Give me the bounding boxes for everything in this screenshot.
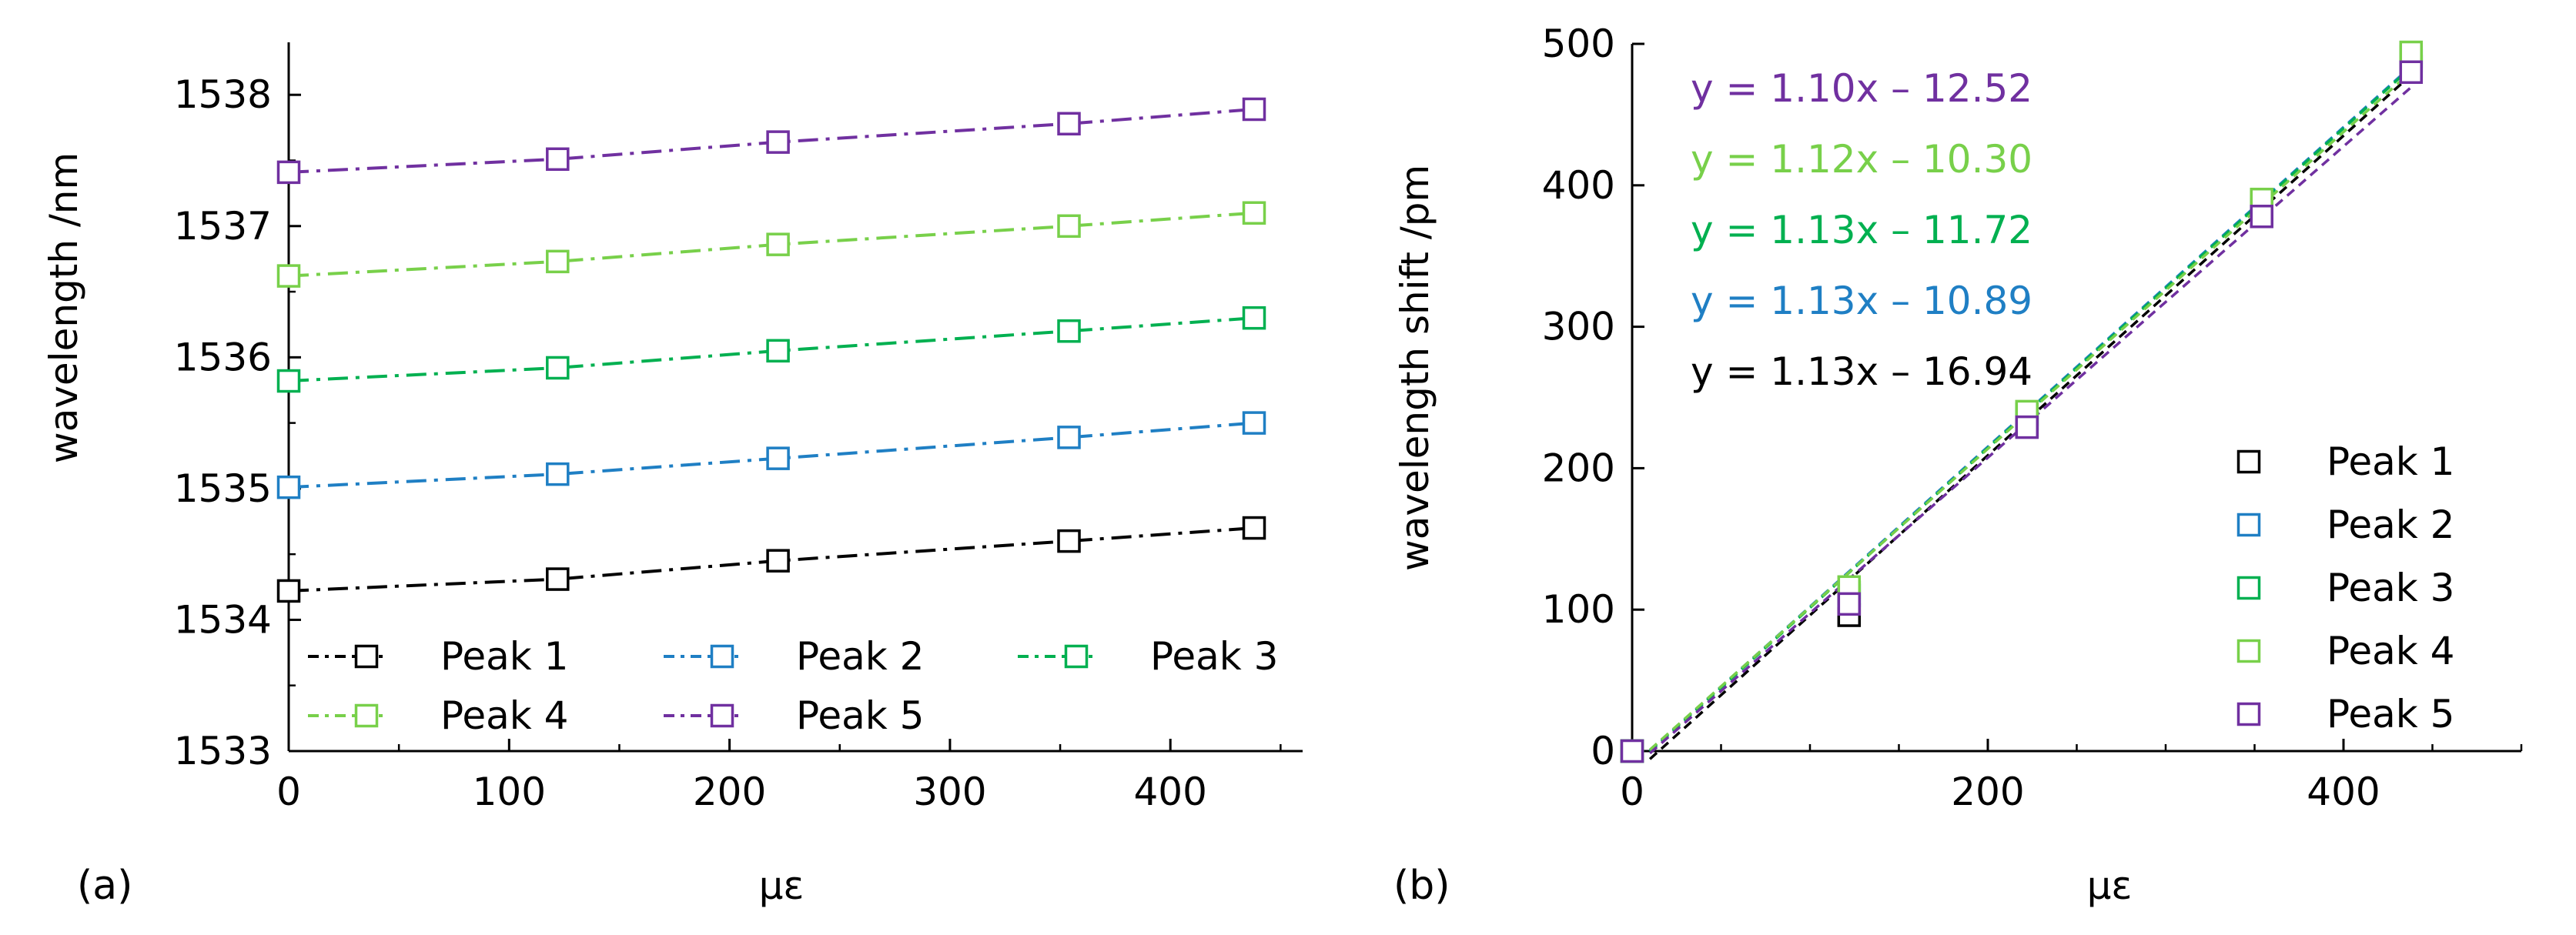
panel-b-legend-label-peak-1: Peak 1 — [2327, 439, 2454, 484]
panel-a-y-tick-label: 1536 — [174, 335, 272, 379]
panel-b-y-tick-label: 400 — [1542, 163, 1615, 208]
panel-a-x-tick-label: 0 — [276, 770, 301, 814]
panel-b-data-point-peak-5 — [2250, 204, 2273, 229]
panel-b-fit-equation-peak-3: y = 1.13x – 11.72 — [1691, 208, 2032, 252]
panel-a-data-point-peak-2 — [1242, 411, 1266, 435]
panel-a-x-tick-label: 400 — [1133, 770, 1206, 814]
panel-b-legend-label-peak-2: Peak 2 — [2327, 503, 2454, 547]
panel-a-y-tick-label: 1535 — [174, 466, 272, 511]
panel-a-legend-label-peak-3: Peak 3 — [1150, 634, 1278, 679]
panel-b-legend-label-peak-3: Peak 3 — [2327, 566, 2454, 610]
panel-b-legend-marker-peak-5 — [2236, 702, 2261, 726]
panel-a-wavelength-chart: 1533 1534 1535 1536 1537 1538 0 100 200 300 400 Pea… — [42, 42, 1303, 909]
panel-a-data-point-peak-1 — [276, 579, 301, 603]
panel-a-x-tick-label: 100 — [473, 770, 546, 814]
panel-a-plot-area: 1533 1534 1535 1536 1537 1538 0 100 200 300 400 Pea… — [174, 42, 1303, 814]
panel-b-y-tick-label: 500 — [1542, 22, 1615, 66]
panel-b-data-point-peak-5 — [1620, 739, 1644, 763]
panel-b-legend-marker-peak-3 — [2236, 576, 2261, 600]
panel-a-data-point-peak-4 — [1057, 214, 1081, 239]
panel-b-fit-equation-peak-4: y = 1.12x – 10.30 — [1691, 137, 2032, 182]
panel-a-x-tick-label: 300 — [913, 770, 986, 814]
panel-a-x-axis-label: με — [759, 863, 805, 908]
panel-a-y-tick-label: 1533 — [174, 729, 272, 773]
panel-a-legend-marker-peak-5 — [710, 703, 734, 728]
panel-b-x-tick-label: 200 — [1951, 770, 2024, 814]
panel-a-data-point-peak-1 — [546, 567, 570, 591]
panel-b-fit-equation-peak-5: y = 1.10x – 12.52 — [1691, 66, 2032, 111]
panel-b-shift-chart: 0 100 200 300 400 500 0 200 400 y = 1.10x – 12.52… — [1393, 22, 2523, 909]
panel-a-data-point-peak-3 — [766, 339, 790, 363]
panel-a-legend-marker-peak-2 — [710, 644, 734, 669]
panel-b-data-point-peak-5 — [2015, 415, 2039, 439]
panel-b-legend-label-peak-4: Peak 4 — [2327, 629, 2454, 673]
panel-a-data-point-peak-3 — [1242, 306, 1266, 330]
panel-b-data-point-peak-4 — [2399, 40, 2424, 65]
panel-a-data-point-peak-2 — [766, 446, 790, 470]
panel-a-data-point-peak-5 — [1057, 112, 1081, 135]
panel-a-data-point-peak-5 — [546, 147, 570, 172]
panel-a-y-tick-label: 1537 — [174, 204, 272, 249]
panel-b-legend-marker-peak-2 — [2236, 513, 2261, 537]
panel-b-legend-marker-peak-1 — [2236, 449, 2261, 474]
panel-b-data-point-peak-5 — [1837, 592, 1862, 616]
panel-a-legend-label-peak-2: Peak 2 — [796, 634, 924, 679]
panel-a-y-tick-label: 1538 — [174, 72, 272, 117]
panel-a-data-point-peak-1 — [1242, 516, 1266, 540]
panel-a-legend-marker-peak-1 — [354, 644, 379, 669]
panel-a-data-point-peak-4 — [276, 264, 301, 288]
panel-b-legend-label-peak-5: Peak 5 — [2327, 692, 2454, 736]
panel-a-data-point-peak-4 — [546, 249, 570, 274]
panel-a-legend-marker-peak-4 — [354, 703, 379, 728]
panel-a-data-point-peak-1 — [1057, 529, 1081, 553]
panel-b-legend-marker-peak-4 — [2236, 639, 2261, 663]
panel-a-label: (a) — [77, 863, 132, 909]
panel-b-data-point-peak-5 — [2399, 60, 2424, 85]
panel-a-legend-label-peak-1: Peak 1 — [440, 634, 568, 679]
panel-a-data-point-peak-4 — [766, 232, 790, 256]
panel-a-data-point-peak-5 — [1242, 97, 1266, 122]
panel-a-legend-label-peak-5: Peak 5 — [796, 693, 924, 738]
panel-b-y-tick-label: 100 — [1542, 587, 1615, 632]
panel-b-label: (b) — [1393, 863, 1450, 909]
panel-a-legend-marker-peak-3 — [1064, 644, 1089, 669]
panel-a-data-point-peak-3 — [276, 369, 301, 393]
panel-a-data-point-peak-5 — [766, 130, 790, 154]
panel-b-y-tick-label: 300 — [1542, 305, 1615, 349]
panel-a-data-point-peak-3 — [546, 356, 570, 380]
panel-a-x-tick-label: 200 — [693, 770, 766, 814]
panel-b-fit-equation-peak-2: y = 1.13x – 10.89 — [1691, 279, 2032, 323]
panel-a-data-point-peak-5 — [276, 160, 301, 185]
panel-a-y-tick-label: 1534 — [174, 597, 272, 642]
panel-b-fit-equation-peak-1: y = 1.13x – 16.94 — [1691, 349, 2032, 394]
panel-b-x-tick-label: 0 — [1620, 770, 1644, 814]
panel-a-y-axis-label: wavelength /nm — [42, 152, 86, 463]
panel-a-data-point-peak-2 — [546, 462, 570, 486]
panel-a-legend-label-peak-4: Peak 4 — [440, 693, 568, 738]
panel-b-x-tick-label: 400 — [2307, 770, 2380, 814]
panel-b-x-axis-label: με — [2087, 863, 2133, 908]
panel-b-y-axis-label: wavelength shift /pm — [1393, 165, 1437, 571]
panel-b-y-tick-label: 200 — [1542, 446, 1615, 490]
panel-a-data-point-peak-1 — [766, 549, 790, 573]
panel-b-y-tick-label: 0 — [1591, 729, 1615, 773]
panel-b-plot-area: 0 100 200 300 400 500 0 200 400 y = 1.10x – 12.52… — [1542, 22, 2523, 814]
panel-a-data-point-peak-4 — [1242, 201, 1266, 225]
panel-a-data-point-peak-2 — [276, 475, 301, 499]
panel-a-data-point-peak-2 — [1057, 426, 1081, 449]
panel-a-data-point-peak-3 — [1057, 319, 1081, 343]
